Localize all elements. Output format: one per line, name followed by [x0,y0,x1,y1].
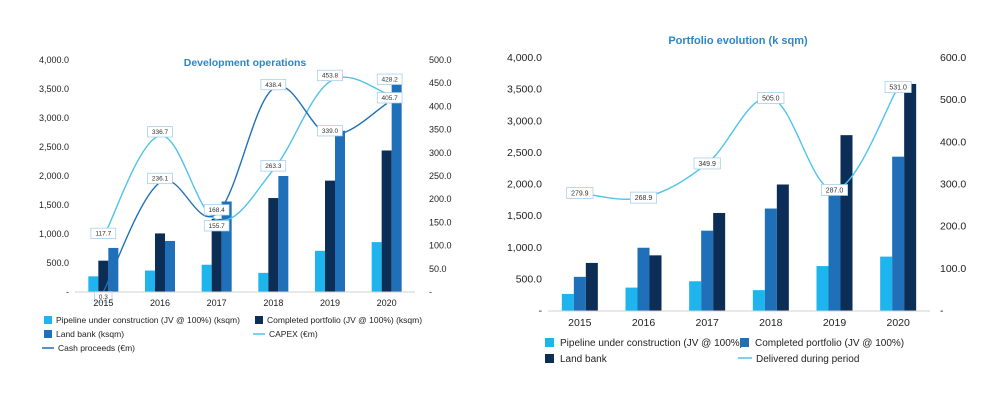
bar-land-bank-ksqm-2019 [335,130,345,292]
bar-land-bank-ksqm-2017 [221,201,232,292]
y2-tick-label: 400.0 [429,101,452,111]
data-label-text: 155.7 [209,223,226,230]
y2-tick-label: 50.0 [429,264,447,274]
x-tick-label: 2020 [377,298,397,308]
y2-tick-label: 450.0 [429,78,452,88]
y2-tick-label: 200.0 [429,194,452,204]
legend-label-cash: Cash proceeds (€m) [58,343,135,353]
y-tick-label: 500.0 [46,258,69,268]
data-label-capex-m-2018: 263.3 [260,160,287,172]
y2-tick-label: 300.0 [429,148,452,158]
data-label-text: 117.7 [95,231,111,238]
data-label-text: 438.4 [265,82,282,89]
x-tick-label: 2016 [150,298,170,308]
data-label-text: 236.1 [152,176,169,183]
legend-swatch-pipeline [44,316,52,324]
data-label-capex-m-2019: 453.8 [317,69,343,82]
legend-label-capex: CAPEX (€m) [269,329,318,339]
y2-tick-label: 100.0 [429,241,452,251]
data-label-box [317,125,343,137]
data-label-cash-proceeds-m-2019: 339.0 [317,125,343,137]
data-label-capex-m-2020: 428.2 [376,73,403,85]
x-tick-label: 2017 [207,298,227,308]
line-capex-m [102,76,387,238]
y-tick-label: 2,500.0 [39,142,69,152]
y-tick-label: - [66,287,69,297]
data-label-box [147,126,173,138]
bar-land-bank-ksqm-2018 [278,176,289,292]
bar-completed-portfolio-jv-100-ksqm-2017 [211,218,222,292]
data-label-box [90,227,117,239]
data-label-capex-m-2017: 155.7 [203,220,230,232]
data-label-box [260,160,287,172]
legend-label-pipeline: Pipeline under construction (JV @ 100%) … [56,315,240,325]
bar-completed-portfolio-jv-100-ksqm-2016 [155,233,165,292]
data-label-capex-m-2016: 336.7 [147,126,173,138]
data-label-box [376,73,403,85]
data-label-box [147,172,173,185]
data-label-text: 428.2 [382,77,399,84]
bar-completed-portfolio-jv-100-ksqm-2020 [381,150,392,292]
chart1-title: Development operations [184,57,307,69]
data-label-cash-proceeds-m-2017: 168.4 [203,204,230,216]
bar-completed-portfolio-jv-100-ksqm-2015 [98,260,109,292]
data-label-text: 0.3 [99,294,108,301]
bar-pipeline-under-construction-jv-100-ksqm-2020 [371,242,382,292]
data-label-box [260,78,287,91]
data-label-box [203,220,230,232]
data-label-text: 453.8 [322,73,339,80]
bar-completed-portfolio-jv-100-ksqm-2018 [268,198,279,292]
legend-label-completed: Completed portfolio (JV @ 100%) (ksqm) [267,315,422,325]
y-tick-label: 4,000.0 [39,55,69,65]
x-tick-label: 2015 [93,298,113,308]
data-label-text: 263.3 [265,163,282,170]
data-label-cash-proceeds-m-2016: 236.1 [147,172,173,185]
legend-swatch-landbank [44,330,52,338]
data-label-text: 405.7 [382,95,399,102]
data-label-box [203,204,230,216]
y-tick-label: 3,000.0 [39,113,69,123]
bar-pipeline-under-construction-jv-100-ksqm-2015 [88,276,99,292]
data-label-text: 336.7 [152,129,169,136]
bar-completed-portfolio-jv-100-ksqm-2019 [325,180,335,292]
data-label-cash-proceeds-m-2018: 438.4 [260,78,287,91]
bar-pipeline-under-construction-jv-100-ksqm-2017 [201,264,212,292]
data-label-box [317,69,343,82]
y2-tick-label: - [429,287,432,297]
bar-land-bank-ksqm-2020 [391,83,402,292]
data-label-text: 168.4 [209,207,226,214]
data-label-capex-m-2015: 117.7 [90,227,117,239]
data-label-text: 339.0 [322,128,339,135]
data-label-cash-proceeds-m-2020: 405.7 [376,92,403,104]
x-tick-label: 2018 [263,298,283,308]
bar-pipeline-under-construction-jv-100-ksqm-2016 [145,270,155,292]
data-label-box [376,92,403,104]
y2-tick-label: 150.0 [429,217,452,227]
legend-label-landbank: Land bank (ksqm) [56,329,124,339]
y-tick-label: 2,000.0 [39,171,69,181]
y2-tick-label: 250.0 [429,171,452,181]
x-tick-label: 2019 [320,298,340,308]
y-tick-label: 1,500.0 [39,200,69,210]
y2-tick-label: 350.0 [429,125,452,135]
bar-land-bank-ksqm-2016 [165,240,175,292]
y2-tick-label: 500.0 [429,55,452,65]
y-tick-label: 3,500.0 [39,84,69,94]
legend-swatch-completed [255,316,263,324]
y-tick-label: 1,000.0 [39,229,69,239]
bar-pipeline-under-construction-jv-100-ksqm-2018 [258,272,269,292]
bar-pipeline-under-construction-jv-100-ksqm-2019 [315,250,325,292]
